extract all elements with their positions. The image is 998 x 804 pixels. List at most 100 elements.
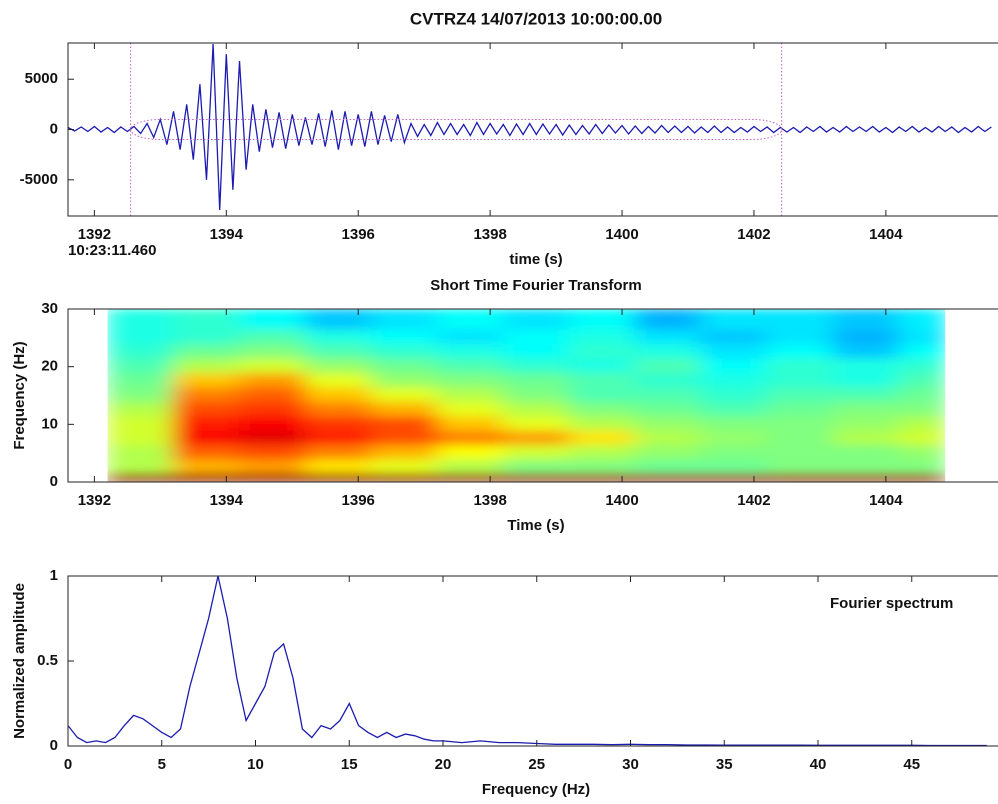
x-tick-label: 1404 — [869, 226, 903, 243]
heatmap-cell — [898, 472, 946, 482]
x-tick-label: 1394 — [210, 226, 244, 243]
heatmap-cell — [107, 458, 175, 474]
heatmap-cell — [238, 444, 306, 460]
heatmap-cell — [502, 472, 570, 482]
heatmap-cell — [173, 400, 240, 417]
y-tick-label: 0 — [50, 473, 58, 490]
heatmap-cell — [304, 458, 372, 474]
heatmap-cell — [700, 458, 768, 474]
heatmap-cell — [107, 400, 175, 417]
x-tick-label: 1396 — [342, 492, 375, 509]
heatmap-cell — [766, 458, 834, 474]
heatmap-cell — [766, 400, 834, 417]
x-tick-label: 0 — [64, 756, 72, 773]
heatmap-cell — [700, 371, 768, 388]
heatmap-cell — [568, 400, 636, 417]
heatmap-cell — [898, 371, 946, 388]
heatmap-cell — [370, 472, 438, 482]
heatmap-cell — [370, 309, 438, 330]
x-tick-label: 5 — [158, 756, 166, 773]
heatmap-cell — [502, 357, 570, 373]
heatmap-cell — [173, 357, 240, 373]
heatmap-cell — [634, 343, 702, 359]
x-tick-label: 1402 — [737, 226, 770, 243]
y-tick-label: 0.5 — [37, 652, 58, 669]
heatmap-cell — [502, 444, 570, 460]
y-tick-label: 1 — [50, 567, 58, 584]
heatmap-cell — [832, 458, 900, 474]
x-tick-label: 1392 — [78, 226, 111, 243]
heatmap-cell — [436, 472, 504, 482]
y-tick-label: 10 — [41, 415, 58, 432]
heatmap-cell — [634, 472, 702, 482]
heatmap-cell — [700, 472, 768, 482]
y-tick-label: 20 — [41, 358, 58, 375]
window-envelope — [130, 118, 783, 141]
heatmap-cell — [502, 386, 570, 402]
heatmap-cell — [436, 371, 504, 388]
heatmap-cell — [502, 400, 570, 417]
heatmap-cell — [634, 357, 702, 373]
heatmap-cell — [634, 386, 702, 402]
x-tick-label: 45 — [903, 756, 920, 773]
heatmap-cell — [898, 415, 946, 431]
chart-title: Short Time Fourier Transform — [430, 277, 641, 294]
x-axis-label: Frequency (Hz) — [482, 781, 590, 798]
heatmap-cell — [238, 472, 306, 482]
heatmap-cell — [436, 309, 504, 330]
heatmap-cell — [238, 458, 306, 474]
heatmap-cell — [436, 343, 504, 359]
axes-frame — [67, 308, 998, 483]
heatmap-cells — [107, 309, 946, 482]
heatmap-cell — [700, 444, 768, 460]
heatmap-cell — [832, 371, 900, 388]
heatmap-cell — [700, 309, 768, 330]
heatmap-cell — [634, 444, 702, 460]
heatmap-cell — [568, 429, 636, 446]
heatmap-cell — [502, 343, 570, 359]
heatmap-cell — [502, 309, 570, 330]
heatmap-cell — [107, 343, 175, 359]
y-tick-label: -5000 — [20, 171, 58, 188]
heatmap-cell — [436, 458, 504, 474]
heatmap-cell — [238, 309, 306, 330]
y-axis-label: Frequency (Hz) — [11, 341, 28, 449]
heatmap-cell — [832, 328, 900, 345]
x-tick-label: 35 — [716, 756, 733, 773]
heatmap-cell — [173, 472, 240, 482]
heatmap-cell — [173, 415, 240, 431]
heatmap-cell — [898, 328, 946, 345]
heatmap-cell — [173, 328, 240, 345]
heatmap-cell — [634, 309, 702, 330]
x-axis-label: time (s) — [509, 251, 562, 268]
x-tick-label: 1402 — [737, 492, 770, 509]
x-tick-label: 1392 — [78, 492, 111, 509]
heatmap-cell — [370, 415, 438, 431]
heatmap-cell — [238, 357, 306, 373]
heatmap-cell — [238, 328, 306, 345]
heatmap-cell — [634, 458, 702, 474]
heatmap-cell — [107, 429, 175, 446]
heatmap-cell — [568, 386, 636, 402]
heatmap-cell — [107, 386, 175, 402]
heatmap-cell — [766, 309, 834, 330]
heatmap-cell — [238, 415, 306, 431]
signal-line — [68, 43, 992, 211]
heatmap-cell — [173, 458, 240, 474]
heatmap-cell — [304, 371, 372, 388]
heatmap-cell — [370, 429, 438, 446]
heatmap-cell — [304, 415, 372, 431]
heatmap-cell — [436, 429, 504, 446]
heatmap-cell — [898, 400, 946, 417]
heatmap-cell — [238, 371, 306, 388]
heatmap-cell — [436, 386, 504, 402]
heatmap-cell — [568, 343, 636, 359]
heatmap-cell — [436, 415, 504, 431]
heatmap-cell — [304, 357, 372, 373]
heatmap-cell — [568, 309, 636, 330]
heatmap-cell — [173, 309, 240, 330]
heatmap-cell — [832, 343, 900, 359]
annotation: Fourier spectrum — [830, 595, 953, 612]
x-axis-label: Time (s) — [507, 517, 564, 534]
